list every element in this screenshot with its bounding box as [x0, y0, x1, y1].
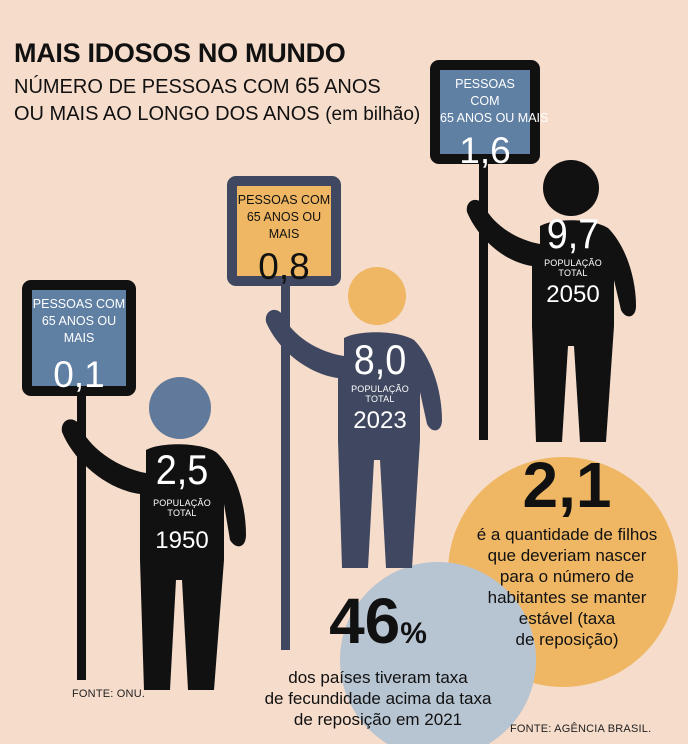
page-subtitle: NÚMERO DE PESSOAS COM 65 ANOS OU MAIS AO…: [14, 72, 454, 128]
countries-value-number: 46: [329, 585, 401, 657]
population-label-line1: POPULAÇÃO: [153, 498, 211, 508]
subtitle-unit: (em bilhão): [325, 104, 421, 125]
population-label-line2: TOTAL: [167, 508, 197, 518]
fertility-text-line: que deveriam nascer: [487, 546, 647, 565]
countries-text-line: de fecundidade acima da taxa: [264, 689, 492, 708]
subtitle-part: ANOS: [319, 76, 381, 98]
countries-stat: 46% dos países tiveram taxa de fecundida…: [258, 588, 498, 730]
sign-2050: PESSOAS COM 65 ANOS OU MAIS 1,6: [440, 76, 549, 171]
population-label-line1: POPULAÇÃO: [544, 258, 602, 268]
figure-1950-body: [61, 419, 247, 690]
figure-2023-sign-panel: [237, 186, 331, 276]
population-value-1950: 2,5: [155, 446, 209, 493]
countries-value: 46%: [258, 588, 498, 667]
source-left: FONTE: ONU.: [72, 688, 146, 700]
sign-value-2023: 0,8: [258, 246, 310, 287]
figure-2023-head: [348, 267, 406, 325]
figure-2023-pole: [281, 270, 290, 650]
figure-1950: [22, 280, 247, 690]
sign-value-1950: 0,1: [53, 354, 105, 395]
fertility-text-line: habitantes se manter: [487, 588, 647, 607]
subtitle-age: 65: [295, 73, 320, 98]
figure-2050-pole: [479, 150, 488, 440]
fertility-value: 2,1: [522, 449, 612, 521]
figure-2050: [430, 60, 636, 442]
countries-circle: [340, 562, 536, 744]
sign-label-line2: 65 ANOS OU MAIS: [41, 314, 117, 345]
population-year-2050: 2050: [546, 281, 600, 308]
population-label-line1: POPULAÇÃO: [351, 384, 409, 394]
fertility-stat: 2,1 é a quantidade de filhos que deveria…: [462, 452, 672, 650]
population-label-line2: TOTAL: [365, 394, 395, 404]
figure-2050-head: [543, 160, 599, 216]
figure-2050-body: [466, 199, 636, 442]
population-2050: 9,7 POPULAÇÃO TOTAL 2050: [529, 212, 617, 308]
subtitle-part: OU MAIS AO LONGO DOS ANOS: [14, 103, 326, 125]
fertility-text-line: para o número de: [499, 567, 635, 586]
sign-2023: PESSOAS COM 65 ANOS OU MAIS 0,8: [237, 192, 331, 287]
page-title: MAIS IDOSOS NO MUNDO: [14, 38, 346, 68]
figure-2023-body: [265, 309, 442, 568]
population-value-2023: 8,0: [353, 336, 407, 383]
sign-label-line1: PESSOAS COM: [455, 77, 515, 108]
figure-2050-sign-panel: [440, 70, 530, 154]
figure-1950-head: [149, 377, 211, 439]
population-1950: 2,5 POPULAÇÃO TOTAL 1950: [138, 448, 226, 554]
population-year-1950: 1950: [155, 527, 209, 554]
sign-value-2050: 1,6: [459, 130, 511, 171]
countries-text-line: de reposição em 2021: [293, 710, 463, 729]
countries-text-line: dos países tiveram taxa: [288, 668, 468, 687]
population-year-2023: 2023: [353, 407, 407, 434]
figure-1950-pole: [77, 380, 86, 680]
sign-label-line1: PESSOAS COM: [237, 193, 331, 207]
countries-value-unit: %: [400, 617, 427, 650]
subtitle-part: NÚMERO DE PESSOAS COM: [14, 76, 296, 98]
fertility-text-line: de reposição): [515, 630, 619, 649]
fertility-text-line: estável (taxa: [518, 609, 616, 628]
figure-2023: [227, 176, 442, 650]
population-label-line2: TOTAL: [558, 268, 588, 278]
sign-label-line2: 65 ANOS OU MAIS: [246, 210, 322, 241]
population-2023: 8,0 POPULAÇÃO TOTAL 2023: [336, 338, 424, 434]
sign-1950: PESSOAS COM 65 ANOS OU MAIS 0,1: [32, 296, 126, 395]
sign-label-line1: PESSOAS COM: [32, 297, 126, 311]
fertility-text-line: é a quantidade de filhos: [476, 525, 658, 544]
population-value-2050: 9,7: [546, 210, 600, 257]
figure-1950-sign-panel: [32, 290, 126, 386]
source-right: FONTE: AGÊNCIA BRASIL.: [510, 723, 652, 735]
sign-label-line2: 65 ANOS OU MAIS: [440, 111, 549, 125]
